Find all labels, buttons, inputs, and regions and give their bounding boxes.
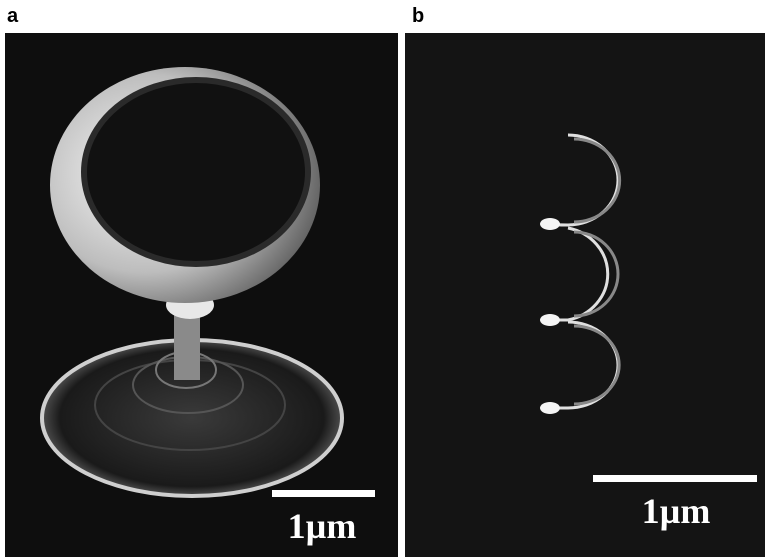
panel-label: a bbox=[7, 5, 19, 27]
scale-bar-label: 1µm bbox=[288, 506, 357, 546]
page: a b 1µm 1µm (() => { const data = JSON.p… bbox=[0, 0, 765, 557]
panel-label: b bbox=[412, 5, 424, 27]
figure: a b 1µm 1µm bbox=[0, 0, 765, 557]
sem-image-a: 1µm bbox=[5, 33, 398, 557]
sem-image-b: 1µm bbox=[405, 33, 765, 557]
scale-bar-label: 1µm bbox=[642, 491, 711, 531]
